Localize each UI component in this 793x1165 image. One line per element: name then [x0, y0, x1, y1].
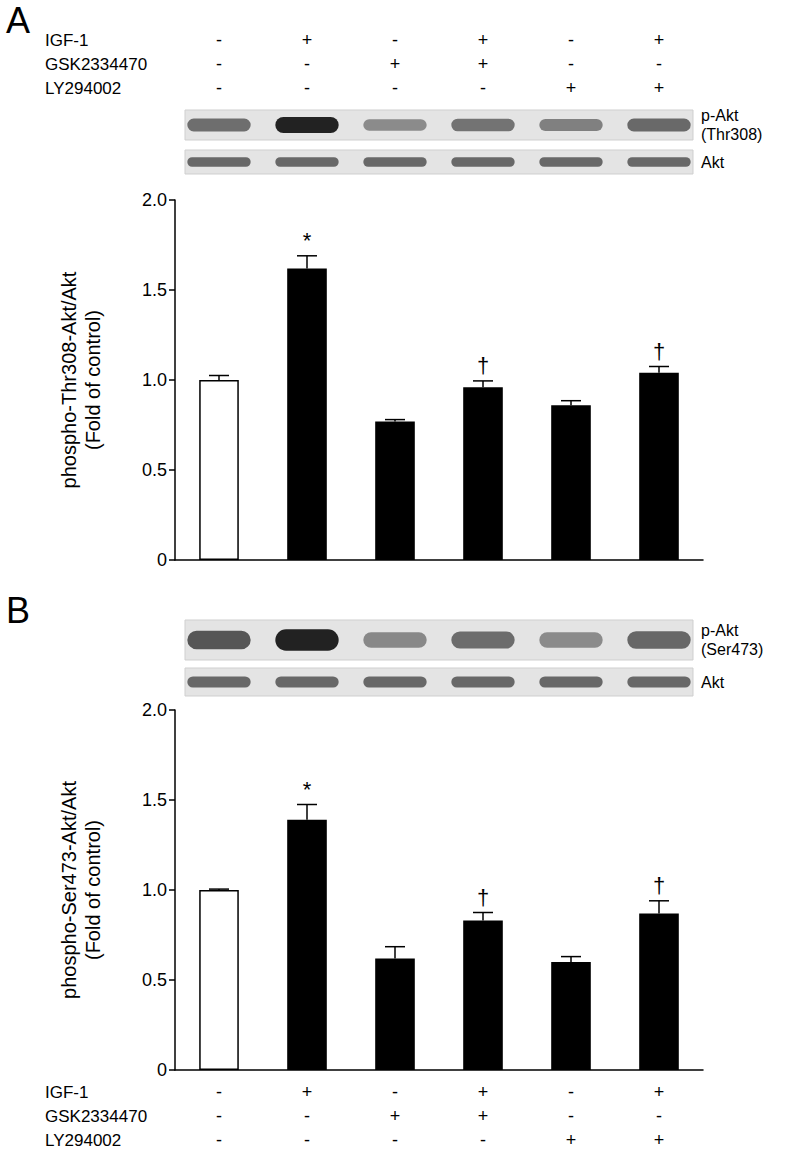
svg-text:IGF-1: IGF-1	[45, 31, 88, 50]
svg-text:-: -	[568, 1082, 574, 1102]
svg-text:-: -	[480, 78, 486, 98]
svg-text:+: +	[654, 1082, 665, 1102]
svg-text:(Fold of control): (Fold of control)	[82, 310, 104, 450]
svg-text:+: +	[654, 1130, 665, 1150]
svg-text:(Ser473): (Ser473)	[701, 641, 763, 658]
svg-text:0: 0	[157, 550, 167, 570]
svg-text:-: -	[304, 78, 310, 98]
svg-text:2.0: 2.0	[142, 700, 167, 720]
svg-text:+: +	[654, 78, 665, 98]
svg-text:-: -	[392, 1130, 398, 1150]
svg-text:†: †	[477, 885, 489, 910]
svg-text:(Thr308): (Thr308)	[701, 126, 762, 143]
svg-text:-: -	[568, 54, 574, 74]
svg-text:1.0: 1.0	[142, 880, 167, 900]
svg-text:-: -	[392, 78, 398, 98]
svg-text:-: -	[216, 54, 222, 74]
svg-text:GSK2334470: GSK2334470	[45, 55, 147, 74]
svg-text:0: 0	[157, 1060, 167, 1080]
svg-text:-: -	[568, 1106, 574, 1126]
svg-text:1.0: 1.0	[142, 370, 167, 390]
svg-text:†: †	[477, 353, 489, 378]
svg-text:-: -	[568, 30, 574, 50]
svg-text:p-Akt: p-Akt	[701, 622, 739, 639]
svg-text:+: +	[478, 54, 489, 74]
svg-text:-: -	[480, 1130, 486, 1150]
svg-text:+: +	[390, 1106, 401, 1126]
svg-text:Akt: Akt	[701, 674, 725, 691]
svg-text:-: -	[656, 1106, 662, 1126]
svg-text:GSK2334470: GSK2334470	[45, 1107, 147, 1126]
svg-text:IGF-1: IGF-1	[45, 1083, 88, 1102]
svg-text:p-Akt: p-Akt	[701, 107, 739, 124]
svg-text:-: -	[216, 30, 222, 50]
svg-text:2.0: 2.0	[142, 190, 167, 210]
svg-text:*: *	[303, 777, 312, 802]
svg-text:1.5: 1.5	[142, 280, 167, 300]
svg-text:-: -	[216, 78, 222, 98]
svg-text:+: +	[478, 1106, 489, 1126]
svg-text:*: *	[303, 228, 312, 253]
svg-text:-: -	[392, 30, 398, 50]
svg-text:0.5: 0.5	[142, 970, 167, 990]
svg-text:-: -	[304, 1106, 310, 1126]
svg-text:-: -	[392, 1082, 398, 1102]
svg-text:0.5: 0.5	[142, 460, 167, 480]
svg-text:+: +	[654, 30, 665, 50]
svg-text:+: +	[478, 1082, 489, 1102]
svg-text:-: -	[216, 1082, 222, 1102]
svg-text:A: A	[6, 0, 30, 41]
svg-text:LY294002: LY294002	[45, 79, 121, 98]
svg-text:-: -	[304, 54, 310, 74]
svg-text:+: +	[302, 30, 313, 50]
svg-text:(Fold of control): (Fold of control)	[82, 820, 104, 960]
svg-text:†: †	[653, 873, 665, 898]
svg-text:Akt: Akt	[701, 154, 725, 171]
svg-text:+: +	[566, 1130, 577, 1150]
svg-text:-: -	[304, 1130, 310, 1150]
svg-text:+: +	[302, 1082, 313, 1102]
svg-text:-: -	[216, 1130, 222, 1150]
svg-text:1.5: 1.5	[142, 790, 167, 810]
svg-text:-: -	[656, 54, 662, 74]
svg-text:phospho-Thr308-Akt/Akt: phospho-Thr308-Akt/Akt	[58, 271, 80, 488]
svg-text:LY294002: LY294002	[45, 1131, 121, 1150]
svg-text:†: †	[653, 339, 665, 364]
svg-text:-: -	[216, 1106, 222, 1126]
svg-text:B: B	[6, 590, 30, 631]
svg-text:phospho-Ser473-Akt/Akt: phospho-Ser473-Akt/Akt	[58, 781, 80, 999]
svg-text:+: +	[478, 30, 489, 50]
svg-text:+: +	[390, 54, 401, 74]
svg-text:+: +	[566, 78, 577, 98]
